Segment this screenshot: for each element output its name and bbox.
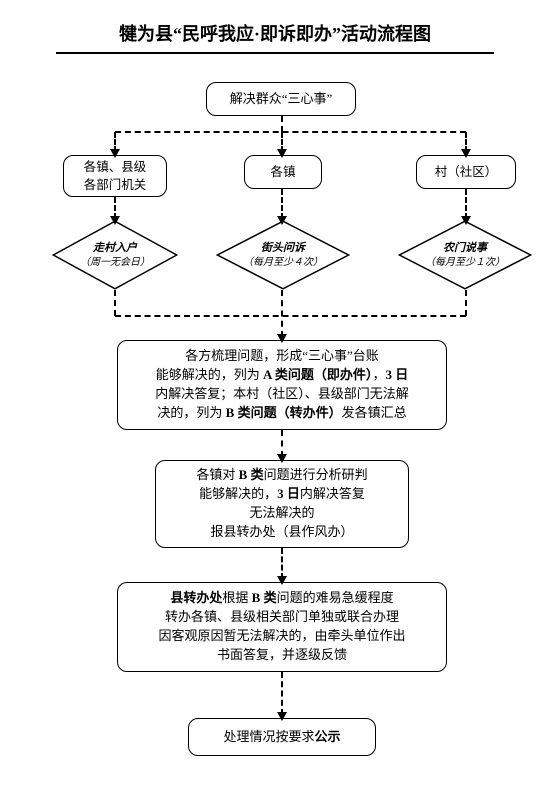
node-merge: 各方梳理问题，形成“三心事”台账 能够解决的，列为 A 类问题（即办件），3 日… xyxy=(117,340,447,430)
node-analyze: 各镇对 B 类问题进行分析研判 能够解决的，3 日内解决答复 无法解决的 报县转… xyxy=(155,460,409,548)
diamond-a: 走村入户 （周一无会日） xyxy=(52,220,178,290)
node-branch-c: 村（社区） xyxy=(416,155,516,189)
node-final: 处理情况按要求公示 xyxy=(188,718,376,756)
title-underline xyxy=(56,52,494,54)
node-branch-a: 各镇、县级 各部门机关 xyxy=(63,155,167,197)
diamond-b-sub: （每月至少４次） xyxy=(243,256,323,269)
county-text: 县转办处根据 B 类问题的难易急缓程度 转办各镇、县级相关部门单独或联合办理 因… xyxy=(158,589,405,664)
final-text: 处理情况按要求公示 xyxy=(223,728,340,747)
diamond-c: 农门说事 （每月至少１次） xyxy=(398,220,532,290)
diamond-a-main: 走村入户 xyxy=(93,241,137,255)
branch-a-text: 各镇、县级 各部门机关 xyxy=(84,158,147,194)
diamond-a-sub: （周一无会日） xyxy=(80,256,150,269)
branch-b-text: 各镇 xyxy=(270,163,295,181)
page-title: 犍为县“民呼我应·即诉即办”活动流程图 xyxy=(0,20,550,46)
node-branch-b: 各镇 xyxy=(244,155,322,189)
node-top-text: 解决群众“三心事” xyxy=(230,90,333,109)
branch-c-text: 村（社区） xyxy=(435,163,498,181)
diamond-b: 街头问诉 （每月至少４次） xyxy=(216,220,350,290)
diamond-c-sub: （每月至少１次） xyxy=(425,256,505,269)
diamond-c-main: 农门说事 xyxy=(443,241,487,255)
merge-text: 各方梳理问题，形成“三心事”台账 能够解决的，列为 A 类问题（即办件），3 日… xyxy=(155,347,409,422)
diamond-b-main: 街头问诉 xyxy=(261,241,305,255)
node-county: 县转办处根据 B 类问题的难易急缓程度 转办各镇、县级相关部门单独或联合办理 因… xyxy=(117,582,447,672)
node-top: 解决群众“三心事” xyxy=(206,82,356,116)
analyze-text: 各镇对 B 类问题进行分析研判 能够解决的，3 日内解决答复 无法解决的 报县转… xyxy=(196,466,367,541)
